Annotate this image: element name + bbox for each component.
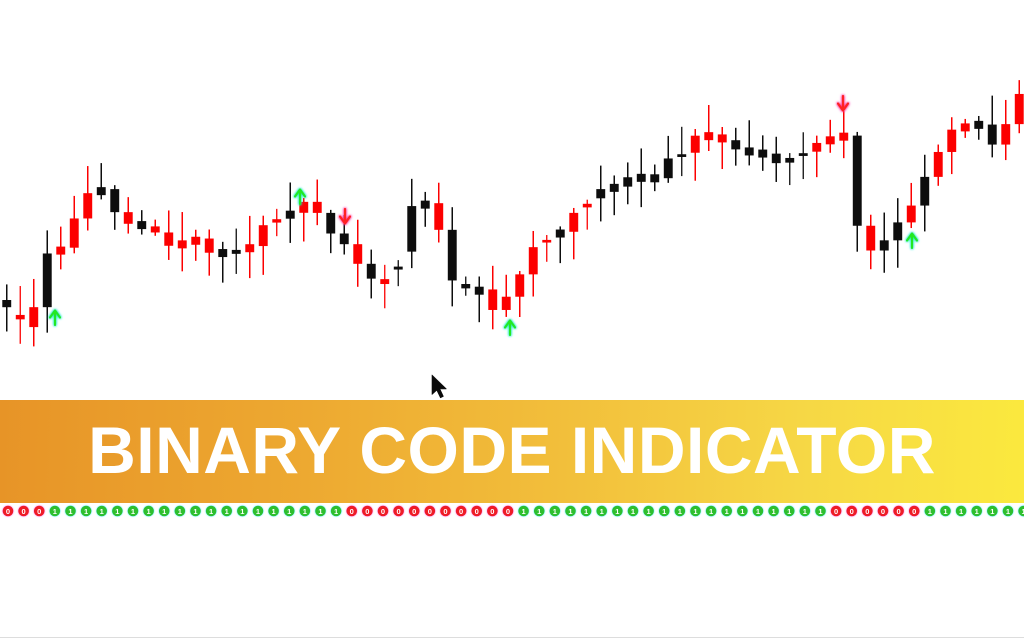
svg-text:1: 1 bbox=[678, 507, 682, 516]
svg-text:0: 0 bbox=[397, 507, 401, 516]
svg-text:1: 1 bbox=[662, 507, 666, 516]
svg-text:0: 0 bbox=[881, 507, 885, 516]
svg-text:1: 1 bbox=[100, 507, 104, 516]
svg-text:1: 1 bbox=[975, 507, 979, 516]
svg-text:1: 1 bbox=[1006, 507, 1010, 516]
svg-text:1: 1 bbox=[584, 507, 588, 516]
svg-text:1: 1 bbox=[522, 507, 526, 516]
svg-text:0: 0 bbox=[475, 507, 479, 516]
svg-text:1: 1 bbox=[756, 507, 760, 516]
svg-text:1: 1 bbox=[740, 507, 744, 516]
svg-text:1: 1 bbox=[178, 507, 182, 516]
svg-text:0: 0 bbox=[37, 507, 41, 516]
svg-text:1: 1 bbox=[631, 507, 635, 516]
svg-text:0: 0 bbox=[22, 507, 26, 516]
svg-text:0: 0 bbox=[506, 507, 510, 516]
svg-text:1: 1 bbox=[818, 507, 822, 516]
svg-text:1: 1 bbox=[68, 507, 72, 516]
svg-text:0: 0 bbox=[6, 507, 10, 516]
svg-text:1: 1 bbox=[272, 507, 276, 516]
svg-text:1: 1 bbox=[303, 507, 307, 516]
svg-text:1: 1 bbox=[537, 507, 541, 516]
svg-text:0: 0 bbox=[490, 507, 494, 516]
svg-text:1: 1 bbox=[647, 507, 651, 516]
svg-text:0: 0 bbox=[412, 507, 416, 516]
svg-text:0: 0 bbox=[912, 507, 916, 516]
svg-text:1: 1 bbox=[943, 507, 947, 516]
svg-text:0: 0 bbox=[350, 507, 354, 516]
svg-text:0: 0 bbox=[381, 507, 385, 516]
svg-text:1: 1 bbox=[256, 507, 260, 516]
svg-text:1: 1 bbox=[553, 507, 557, 516]
svg-text:1: 1 bbox=[225, 507, 229, 516]
svg-text:1: 1 bbox=[725, 507, 729, 516]
svg-text:1: 1 bbox=[600, 507, 604, 516]
svg-text:0: 0 bbox=[443, 507, 447, 516]
svg-text:0: 0 bbox=[834, 507, 838, 516]
svg-text:1: 1 bbox=[334, 507, 338, 516]
svg-text:1: 1 bbox=[959, 507, 963, 516]
svg-text:0: 0 bbox=[365, 507, 369, 516]
svg-text:1: 1 bbox=[318, 507, 322, 516]
svg-text:0: 0 bbox=[850, 507, 854, 516]
svg-text:0: 0 bbox=[428, 507, 432, 516]
svg-text:1: 1 bbox=[147, 507, 151, 516]
svg-text:1: 1 bbox=[787, 507, 791, 516]
svg-text:1: 1 bbox=[131, 507, 135, 516]
svg-text:1: 1 bbox=[693, 507, 697, 516]
svg-text:1: 1 bbox=[803, 507, 807, 516]
svg-text:1: 1 bbox=[209, 507, 213, 516]
svg-text:1: 1 bbox=[709, 507, 713, 516]
svg-text:1: 1 bbox=[53, 507, 57, 516]
svg-text:1: 1 bbox=[84, 507, 88, 516]
svg-text:1: 1 bbox=[568, 507, 572, 516]
svg-text:0: 0 bbox=[459, 507, 463, 516]
svg-text:0: 0 bbox=[897, 507, 901, 516]
svg-text:1: 1 bbox=[162, 507, 166, 516]
svg-text:1: 1 bbox=[615, 507, 619, 516]
svg-text:1: 1 bbox=[990, 507, 994, 516]
svg-text:0: 0 bbox=[865, 507, 869, 516]
svg-text:1: 1 bbox=[287, 507, 291, 516]
svg-text:1: 1 bbox=[240, 507, 244, 516]
svg-text:1: 1 bbox=[115, 507, 119, 516]
svg-text:1: 1 bbox=[772, 507, 776, 516]
svg-text:1: 1 bbox=[928, 507, 932, 516]
svg-text:1: 1 bbox=[193, 507, 197, 516]
